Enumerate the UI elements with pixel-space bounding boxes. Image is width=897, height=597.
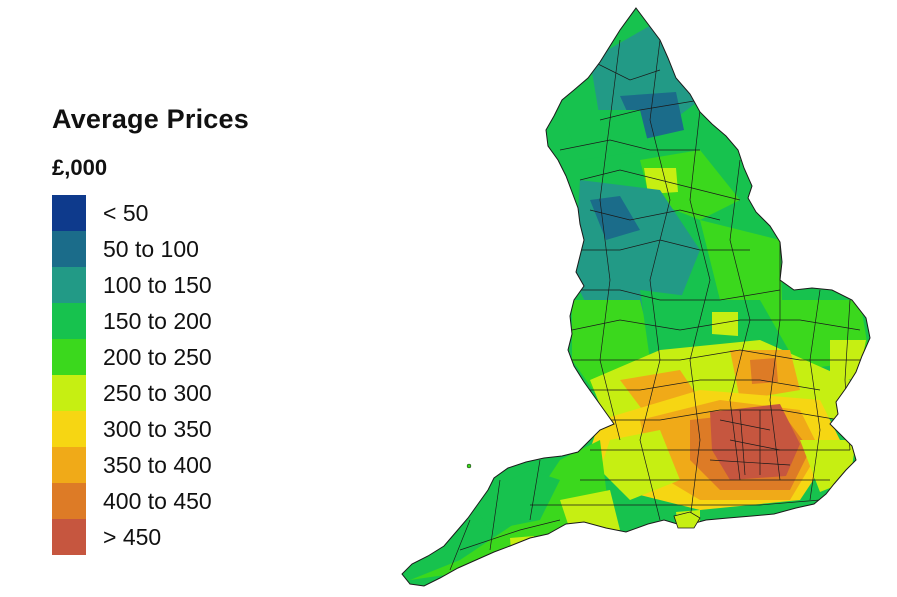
legend-item: 350 to 400 — [52, 447, 249, 483]
legend-item: 400 to 450 — [52, 483, 249, 519]
legend-swatch — [52, 483, 86, 519]
legend-swatch — [52, 303, 86, 339]
map-legend: Average Prices £,000 < 50 50 to 100 100 … — [52, 104, 249, 555]
legend-swatch — [52, 231, 86, 267]
legend-swatch — [52, 339, 86, 375]
legend-swatch — [52, 375, 86, 411]
legend-label: 300 to 350 — [103, 415, 212, 442]
legend-label: 50 to 100 — [103, 235, 199, 262]
legend-label: 200 to 250 — [103, 343, 212, 370]
england-price-map — [401, 7, 871, 587]
legend-title: Average Prices — [52, 104, 249, 134]
isle-of-wight — [673, 511, 701, 529]
legend-item: > 450 — [52, 519, 249, 555]
legend-swatch — [52, 195, 86, 231]
legend-swatch — [52, 447, 86, 483]
legend-item: 250 to 300 — [52, 375, 249, 411]
legend-label: 400 to 450 — [103, 487, 212, 514]
legend-item: 200 to 250 — [52, 339, 249, 375]
england-outline — [401, 7, 871, 587]
legend-item: 100 to 150 — [52, 267, 249, 303]
legend-label: 350 to 400 — [103, 451, 212, 478]
legend-label: 100 to 150 — [103, 271, 212, 298]
legend-label: < 50 — [103, 199, 149, 226]
legend-item: 50 to 100 — [52, 231, 249, 267]
legend-item: < 50 — [52, 195, 249, 231]
legend-swatch — [52, 267, 86, 303]
legend-label: > 450 — [103, 523, 162, 550]
legend-label: 250 to 300 — [103, 379, 212, 406]
scilly-isles — [466, 463, 472, 469]
legend-swatch — [52, 519, 86, 555]
district-fill-regions — [402, 8, 870, 586]
legend-items: < 50 50 to 100 100 to 150 150 to 200 200… — [52, 195, 249, 555]
legend-item: 300 to 350 — [52, 411, 249, 447]
legend-label: 150 to 200 — [103, 307, 212, 334]
legend-swatch — [52, 411, 86, 447]
legend-unit: £,000 — [52, 155, 108, 180]
legend-item: 150 to 200 — [52, 303, 249, 339]
